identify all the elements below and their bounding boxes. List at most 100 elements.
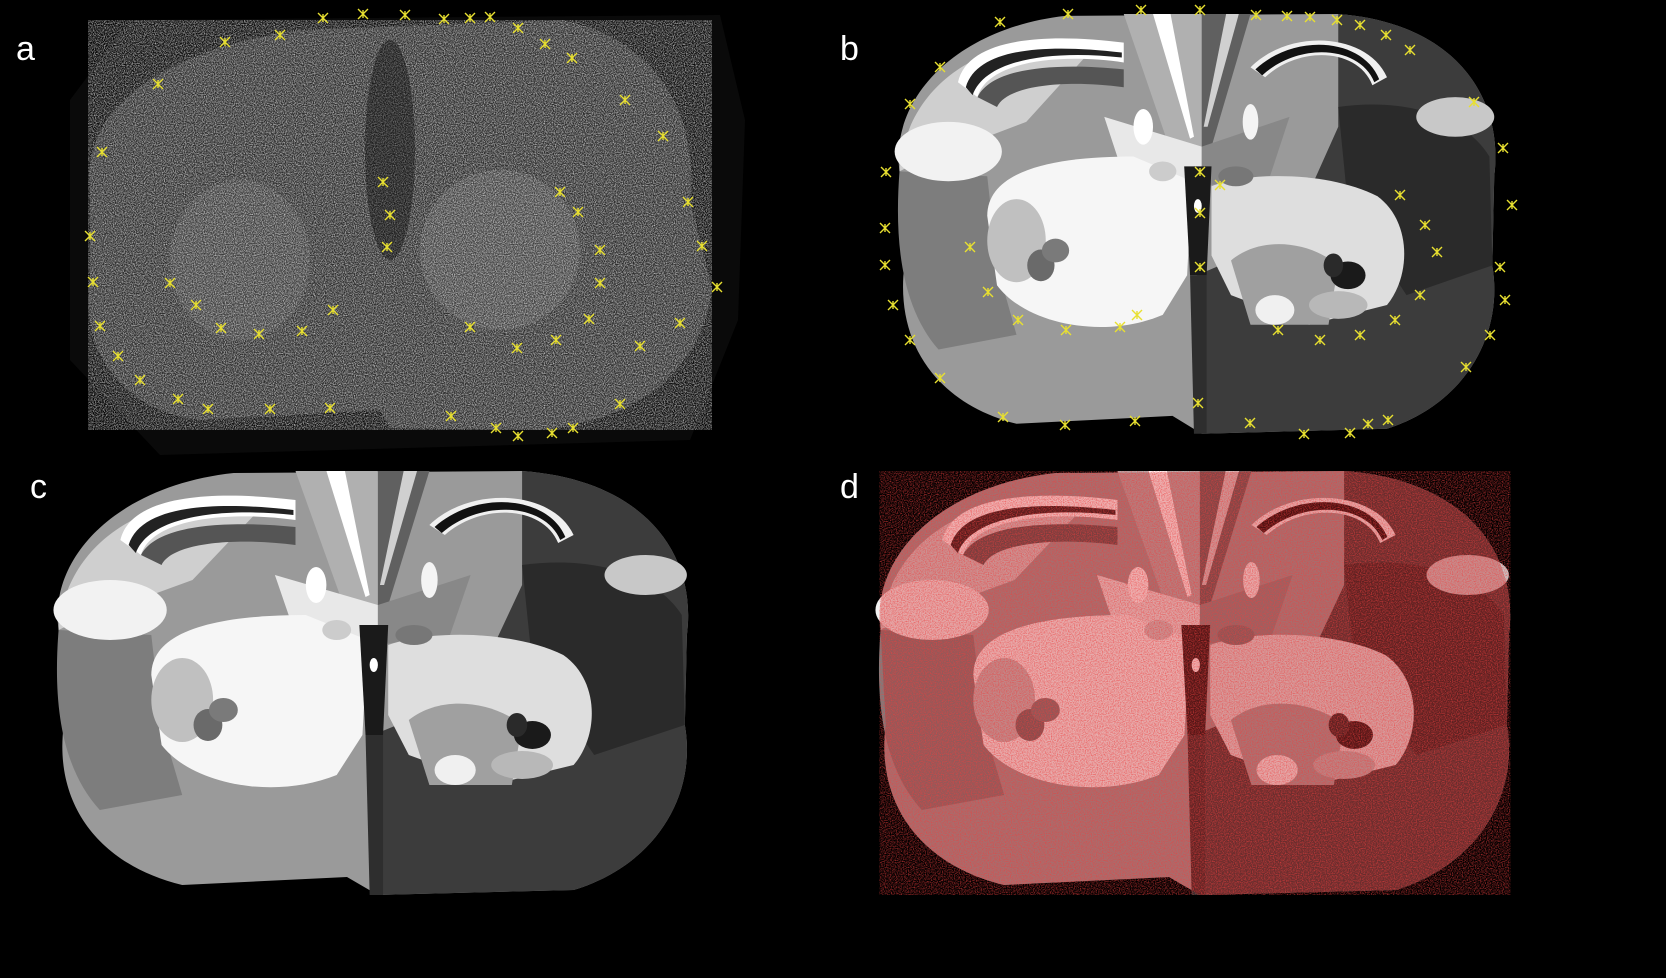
landmark-marker bbox=[1431, 246, 1443, 258]
landmark-marker bbox=[682, 196, 694, 208]
landmark-marker bbox=[384, 209, 396, 221]
landmark-marker bbox=[1114, 321, 1126, 333]
landmark-marker bbox=[512, 430, 524, 442]
landmark-marker bbox=[982, 286, 994, 298]
landmark-marker bbox=[566, 52, 578, 64]
landmark-marker bbox=[1460, 361, 1472, 373]
landmark-marker bbox=[490, 422, 502, 434]
landmark-marker bbox=[1272, 324, 1284, 336]
landmark-marker bbox=[904, 98, 916, 110]
landmark-marker bbox=[567, 422, 579, 434]
landmark-marker bbox=[1394, 189, 1406, 201]
landmark-marker bbox=[1344, 427, 1356, 439]
landmark-marker bbox=[546, 427, 558, 439]
landmark-marker bbox=[324, 402, 336, 414]
landmark-marker bbox=[1354, 329, 1366, 341]
landmark-marker bbox=[134, 374, 146, 386]
landmark-marker bbox=[1062, 8, 1074, 20]
landmark-marker bbox=[172, 393, 184, 405]
landmark-marker bbox=[1131, 309, 1143, 321]
landmark-marker bbox=[112, 350, 124, 362]
landmark-marker bbox=[1060, 324, 1072, 336]
landmark-marker bbox=[594, 244, 606, 256]
landmark-marker bbox=[377, 176, 389, 188]
landmark-marker bbox=[202, 403, 214, 415]
landmark-marker bbox=[1129, 415, 1141, 427]
landmark-marker bbox=[464, 321, 476, 333]
landmark-marker bbox=[511, 342, 523, 354]
landmark-marker bbox=[1404, 44, 1416, 56]
landmark-marker bbox=[84, 230, 96, 242]
landmark-marker bbox=[879, 259, 891, 271]
landmark-marker bbox=[550, 334, 562, 346]
landmark-marker bbox=[445, 410, 457, 422]
landmark-marker bbox=[357, 8, 369, 20]
landmark-marker bbox=[164, 277, 176, 289]
landmark-marker bbox=[264, 403, 276, 415]
landmark-marker bbox=[1499, 294, 1511, 306]
landmark-marker bbox=[1331, 14, 1343, 26]
landmark-marker bbox=[96, 146, 108, 158]
landmark-marker bbox=[1468, 96, 1480, 108]
landmark-marker bbox=[634, 340, 646, 352]
panel-label-b: b bbox=[840, 30, 859, 68]
landmark-marker bbox=[997, 411, 1009, 423]
landmark-marker bbox=[994, 16, 1006, 28]
landmark-marker bbox=[87, 276, 99, 288]
landmark-marker bbox=[1380, 29, 1392, 41]
landmark-marker bbox=[904, 334, 916, 346]
landmark-marker bbox=[572, 206, 584, 218]
panel-label-a: a bbox=[16, 30, 35, 68]
panel-label-c: c bbox=[30, 468, 47, 506]
landmark-marker bbox=[1414, 289, 1426, 301]
landmark-marker bbox=[1484, 329, 1496, 341]
landmark-marker bbox=[674, 317, 686, 329]
landmark-marker bbox=[381, 241, 393, 253]
landmark-marker bbox=[964, 241, 976, 253]
landmark-marker bbox=[1298, 428, 1310, 440]
landmark-marker bbox=[219, 36, 231, 48]
landmark-marker bbox=[594, 277, 606, 289]
landmark-marker bbox=[1281, 10, 1293, 22]
landmark-marker bbox=[696, 240, 708, 252]
landmark-marker bbox=[1194, 207, 1206, 219]
landmark-marker bbox=[934, 61, 946, 73]
landmark-marker bbox=[711, 281, 723, 293]
landmark-marker bbox=[484, 11, 496, 23]
landmark-marker bbox=[1497, 142, 1509, 154]
landmark-marker bbox=[274, 29, 286, 41]
landmark-marker bbox=[327, 304, 339, 316]
panel-d bbox=[875, 471, 1511, 895]
panel-c bbox=[53, 471, 689, 895]
landmark-marker bbox=[1059, 419, 1071, 431]
landmark-marker bbox=[1012, 314, 1024, 326]
landmark-marker bbox=[887, 299, 899, 311]
landmark-marker bbox=[1494, 261, 1506, 273]
panel-b bbox=[894, 13, 1496, 434]
panel-b-landmarks bbox=[879, 4, 1518, 440]
landmark-marker bbox=[190, 299, 202, 311]
landmark-marker bbox=[253, 328, 265, 340]
landmark-marker bbox=[1419, 219, 1431, 231]
panel-a bbox=[70, 8, 745, 455]
landmark-marker bbox=[880, 166, 892, 178]
landmark-marker bbox=[934, 372, 946, 384]
landmark-marker bbox=[1214, 179, 1226, 191]
landmark-marker bbox=[1382, 414, 1394, 426]
panel-label-d: d bbox=[840, 468, 859, 506]
landmark-marker bbox=[614, 398, 626, 410]
landmark-marker bbox=[1304, 11, 1316, 23]
landmark-marker bbox=[1194, 4, 1206, 16]
landmark-marker bbox=[1314, 334, 1326, 346]
landmark-marker bbox=[879, 222, 891, 234]
landmark-marker bbox=[215, 322, 227, 334]
landmark-marker bbox=[464, 12, 476, 24]
landmark-marker bbox=[1389, 314, 1401, 326]
landmark-marker bbox=[1362, 418, 1374, 430]
landmark-marker bbox=[399, 9, 411, 21]
landmark-marker bbox=[554, 186, 566, 198]
landmark-marker bbox=[296, 325, 308, 337]
landmark-marker bbox=[1135, 4, 1147, 16]
landmark-marker bbox=[317, 12, 329, 24]
